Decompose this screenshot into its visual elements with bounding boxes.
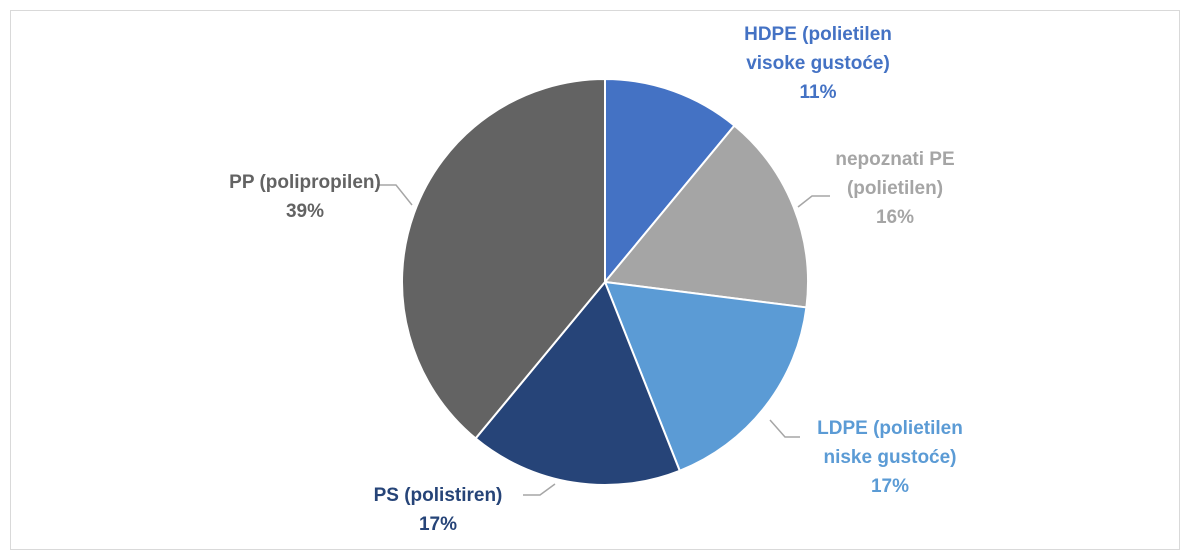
leader-line <box>523 483 556 496</box>
label-value: 39% <box>285 201 325 222</box>
pie-slice <box>474 280 682 486</box>
label-name: PP (polipropilen) <box>229 172 381 193</box>
leader-line <box>769 419 800 438</box>
data-label: nepoznati PE (polietilen) 16% <box>815 145 975 232</box>
label-value: 16% <box>875 207 915 228</box>
leader-lines <box>377 184 830 496</box>
data-label: PP (polipropilen) 39% <box>155 168 455 226</box>
label-name: LDPE (polietilen niske gustoće) <box>817 418 963 468</box>
label-name: PS (polistiren) <box>373 485 503 506</box>
pie-slice <box>603 124 809 309</box>
label-value: 11% <box>799 82 837 103</box>
data-label: HDPE (polietilen visoke gustoće) 11% <box>718 20 918 107</box>
pie-slice <box>604 77 736 285</box>
label-name: HDPE (polietilen visoke gustoće) <box>744 24 892 74</box>
pie-slice <box>603 280 808 473</box>
label-name: nepoznati PE (polietilen) <box>835 149 955 199</box>
label-value: 17% <box>418 514 458 535</box>
data-label: LDPE (polietilen niske gustoće) 17% <box>795 414 985 501</box>
leader-line <box>377 184 413 206</box>
leader-line <box>797 195 830 208</box>
label-value: 17% <box>870 476 910 497</box>
data-label: PS (polistiren) 17% <box>288 481 588 539</box>
pie-slice <box>401 77 606 440</box>
